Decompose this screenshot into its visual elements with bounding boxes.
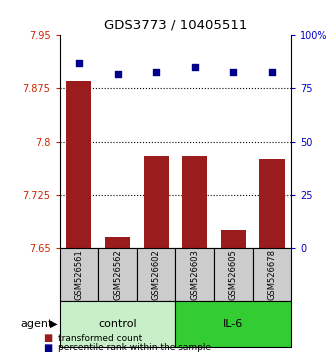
Text: ▶: ▶: [50, 319, 58, 329]
Point: [115, 71, 120, 76]
Text: GSM526603: GSM526603: [190, 249, 199, 300]
Text: control: control: [98, 319, 137, 329]
Bar: [221, 230, 246, 248]
Text: agent: agent: [21, 319, 53, 329]
Point: [154, 69, 159, 74]
Bar: [66, 81, 91, 248]
Bar: [137, 248, 175, 301]
Bar: [60, 301, 175, 347]
Bar: [175, 301, 291, 347]
Text: ■: ■: [43, 343, 52, 353]
Bar: [260, 159, 285, 248]
Bar: [175, 248, 214, 301]
Point: [76, 60, 81, 66]
Title: GDS3773 / 10405511: GDS3773 / 10405511: [104, 18, 247, 32]
Text: transformed count: transformed count: [58, 333, 142, 343]
Bar: [214, 248, 253, 301]
Text: ■: ■: [43, 333, 52, 343]
Bar: [105, 237, 130, 248]
Text: GSM526678: GSM526678: [267, 249, 276, 300]
Point: [192, 64, 197, 70]
Point: [269, 69, 275, 74]
Text: percentile rank within the sample: percentile rank within the sample: [58, 343, 211, 352]
Text: GSM526605: GSM526605: [229, 249, 238, 300]
Point: [231, 69, 236, 74]
Text: GSM526602: GSM526602: [152, 249, 161, 300]
Bar: [98, 248, 137, 301]
Bar: [182, 156, 207, 248]
Bar: [60, 248, 98, 301]
Bar: [144, 156, 169, 248]
Bar: [253, 248, 291, 301]
Text: IL-6: IL-6: [223, 319, 244, 329]
Text: GSM526561: GSM526561: [74, 249, 83, 300]
Text: GSM526562: GSM526562: [113, 249, 122, 300]
